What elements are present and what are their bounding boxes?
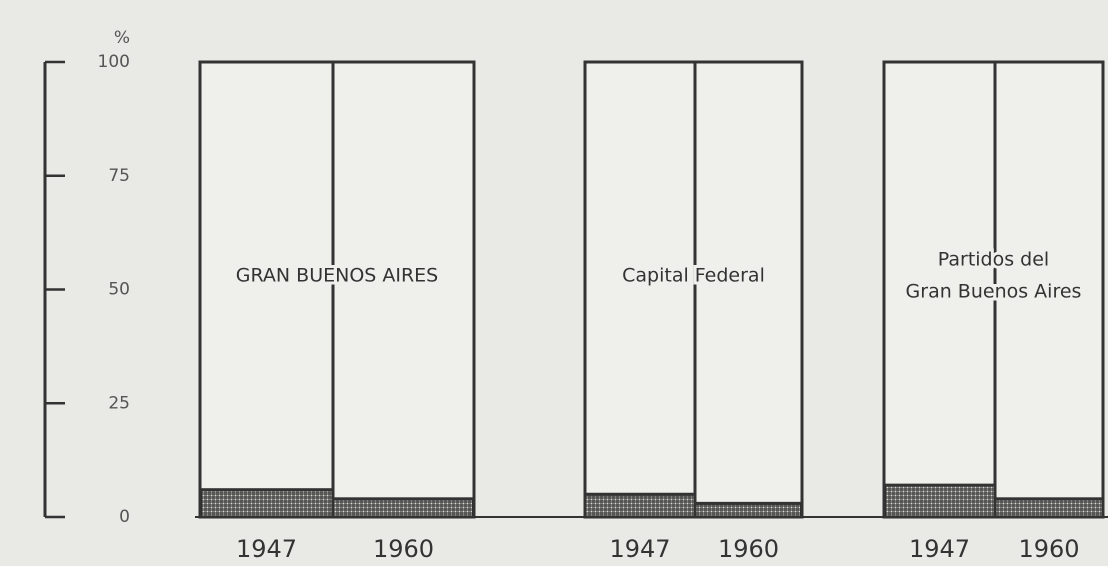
group-label: Gran Buenos Aires xyxy=(906,281,1082,303)
bar-segment xyxy=(198,60,335,492)
group-label: Capital Federal xyxy=(622,265,765,287)
bar-segment xyxy=(331,60,476,501)
x-tick-label: 1960 xyxy=(718,535,779,563)
x-tick-label: 1947 xyxy=(236,535,297,563)
x-tick-label: 1960 xyxy=(373,535,434,563)
bar-segment xyxy=(993,497,1105,519)
bar-segment xyxy=(693,60,804,505)
x-tick-label: 1947 xyxy=(909,535,970,563)
bar-segment xyxy=(882,60,997,487)
bar-segment xyxy=(331,497,476,519)
y-axis-label: % xyxy=(114,28,130,48)
bar-segment xyxy=(583,492,697,519)
x-tick-label: 1947 xyxy=(609,535,670,563)
bar-segment xyxy=(693,501,804,519)
bar-segment xyxy=(198,488,335,519)
y-tick-label: 25 xyxy=(108,393,130,413)
y-tick-label: 0 xyxy=(119,507,130,527)
y-tick-label: 100 xyxy=(98,52,130,72)
y-tick-label: 50 xyxy=(108,280,130,300)
group-label: Partidos del xyxy=(938,249,1049,271)
bar-segment xyxy=(993,60,1105,501)
x-tick-label: 1960 xyxy=(1018,535,1079,563)
y-tick-label: 75 xyxy=(108,166,130,186)
group-label: GRAN BUENOS AIRES xyxy=(236,265,439,287)
bar-segment xyxy=(583,60,697,496)
bar-segment xyxy=(882,483,997,519)
